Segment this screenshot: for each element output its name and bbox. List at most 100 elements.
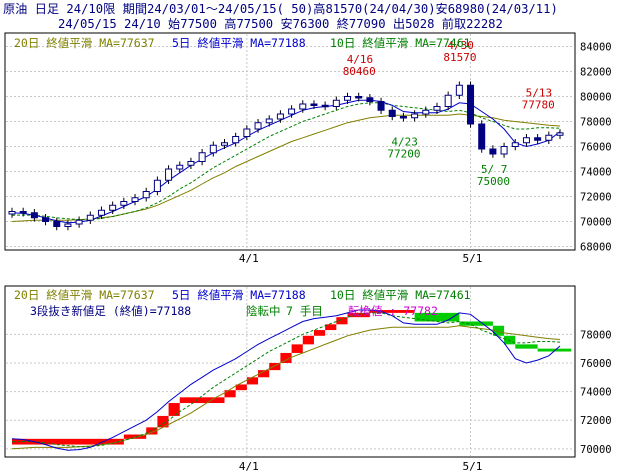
- brick-11: [280, 352, 292, 363]
- candle-body-20: [232, 136, 240, 144]
- header-line-2: 24/05/15 24/10 始77500 高77500 安76300 終770…: [58, 16, 503, 31]
- candle-body-19: [220, 142, 228, 146]
- break-y-tick-4: 70000: [580, 444, 612, 456]
- candle-body-33: [377, 101, 385, 111]
- annotation-value-3: 77200: [387, 148, 420, 161]
- candle-y-tick-3: 78000: [580, 117, 612, 129]
- candle-y-tick-4: 76000: [580, 142, 612, 154]
- candle-body-21: [243, 128, 251, 137]
- candle-y-tick-8: 68000: [580, 242, 612, 254]
- candle-panel-y-ticks: 84000 82000 80000 78000 76000 74000 72000 70000…: [580, 42, 612, 254]
- break-status-label: 3段抜き新値足 (終値)=77188: [30, 304, 191, 318]
- candle-body-42: [478, 123, 486, 150]
- brick-19: [414, 312, 460, 322]
- brick-9: [258, 370, 270, 378]
- break-y-tick-2: 74000: [580, 387, 612, 399]
- break-panel: 78000 76000 74000 72000 70000 20日 終値平滑 MA=77…: [4, 285, 612, 458]
- brick-10: [269, 362, 281, 371]
- candle-body-8: [97, 209, 105, 216]
- candle-body-2: [30, 212, 38, 219]
- brick-12: [291, 344, 303, 353]
- break-legend-2: 10日 終値平滑 MA=77461: [330, 288, 471, 302]
- candle-body-34: [388, 109, 396, 117]
- candle-body-25: [288, 108, 296, 115]
- candle-body-46: [522, 137, 530, 144]
- candle-body-31: [355, 96, 363, 99]
- brick-21: [492, 325, 505, 336]
- candle-body-30: [344, 96, 352, 101]
- break-panel-ma-lines: [11, 309, 561, 451]
- candle-y-tick-0: 84000: [580, 42, 612, 54]
- break-panel-legend: 20日 終値平滑 MA=77637 5日 終値平滑 MA=77188 10日 終値平…: [14, 288, 471, 318]
- candle-legend-2: 10日 終値平滑 MA=77461: [330, 36, 471, 50]
- break-panel-x-ticks: 4/1 5/1: [239, 460, 483, 473]
- break-line-ma10: [11, 312, 561, 448]
- annotation-date-3: 4/23: [391, 136, 418, 149]
- candle-body-3: [42, 217, 50, 222]
- candle-body-9: [109, 204, 117, 211]
- brick-15: [325, 324, 337, 331]
- candle-body-38: [433, 106, 441, 111]
- candle-panel-x-ticks: 4/1 5/1: [239, 252, 483, 265]
- annotation-date-4: 5/ 7: [481, 163, 508, 176]
- candle-body-28: [321, 104, 329, 108]
- candle-body-24: [276, 113, 284, 120]
- break-status-turn: 転換値 : 77782: [348, 304, 438, 318]
- candle-body-13: [153, 179, 161, 192]
- break-y-tick-1: 76000: [580, 358, 612, 370]
- candle-x-tick-0: 4/1: [239, 252, 259, 265]
- annotation-value-1: 81570: [443, 51, 476, 64]
- header-line-1: 原油 日足 24/10限 期間24/03/01～24/05/15( 50)高81…: [3, 1, 558, 16]
- candle-body-5: [64, 223, 72, 227]
- candle-body-11: [131, 197, 139, 202]
- candle-y-tick-1: 82000: [580, 67, 612, 79]
- candle-y-tick-7: 70000: [580, 217, 612, 229]
- candle-body-12: [142, 191, 150, 199]
- candle-y-tick-5: 74000: [580, 167, 612, 179]
- candle-body-32: [366, 97, 374, 102]
- brick-8: [246, 377, 259, 385]
- brick-24: [537, 348, 572, 352]
- candle-body-22: [254, 122, 262, 130]
- candle-body-48: [545, 134, 553, 141]
- break-panel-y-ticks: 78000 76000 74000 72000 70000: [580, 329, 612, 455]
- candle-x-tick-1: 5/1: [463, 252, 483, 265]
- candle-body-29: [332, 99, 340, 107]
- annotation-value-2: 77780: [522, 98, 555, 111]
- annotation-date-2: 5/13: [526, 86, 553, 99]
- break-status-count: 7 手目: [286, 304, 323, 318]
- brick-18: [369, 310, 415, 313]
- brick-3: [157, 415, 169, 428]
- candle-line-ma10: [11, 102, 561, 221]
- candle-body-39: [444, 94, 452, 107]
- candle-body-26: [299, 103, 307, 110]
- candle-body-44: [500, 146, 508, 155]
- candle-body-36: [411, 113, 419, 119]
- candle-body-10: [120, 201, 128, 206]
- break-x-tick-1: 5/1: [463, 460, 483, 473]
- break-panel-frame: [4, 285, 576, 458]
- annotation-value-4: 75000: [477, 175, 510, 188]
- candle-body-23: [265, 118, 273, 124]
- candle-panel-legend: 20日 終値平滑 MA=77637 5日 終値平滑 MA=77188 10日 終値平…: [14, 36, 471, 50]
- annotation-date-0: 4/16: [347, 53, 374, 66]
- candle-body-1: [19, 211, 27, 214]
- brick-14: [313, 330, 326, 336]
- header-band: [0, 0, 624, 32]
- brick-2: [146, 427, 158, 435]
- candle-panel-grid: [6, 34, 574, 249]
- break-status-state: 陰転中: [246, 304, 281, 318]
- candle-body-14: [165, 168, 173, 181]
- break-y-tick-3: 72000: [580, 415, 612, 427]
- candle-body-41: [467, 84, 475, 125]
- candle-legend-1: 5日 終値平滑 MA=77188: [172, 36, 306, 50]
- brick-22: [504, 335, 516, 345]
- brick-16: [336, 317, 348, 325]
- candle-body-37: [422, 109, 430, 115]
- candle-panel-candles: [8, 81, 564, 231]
- candle-body-7: [86, 214, 94, 221]
- candle-body-6: [75, 219, 83, 225]
